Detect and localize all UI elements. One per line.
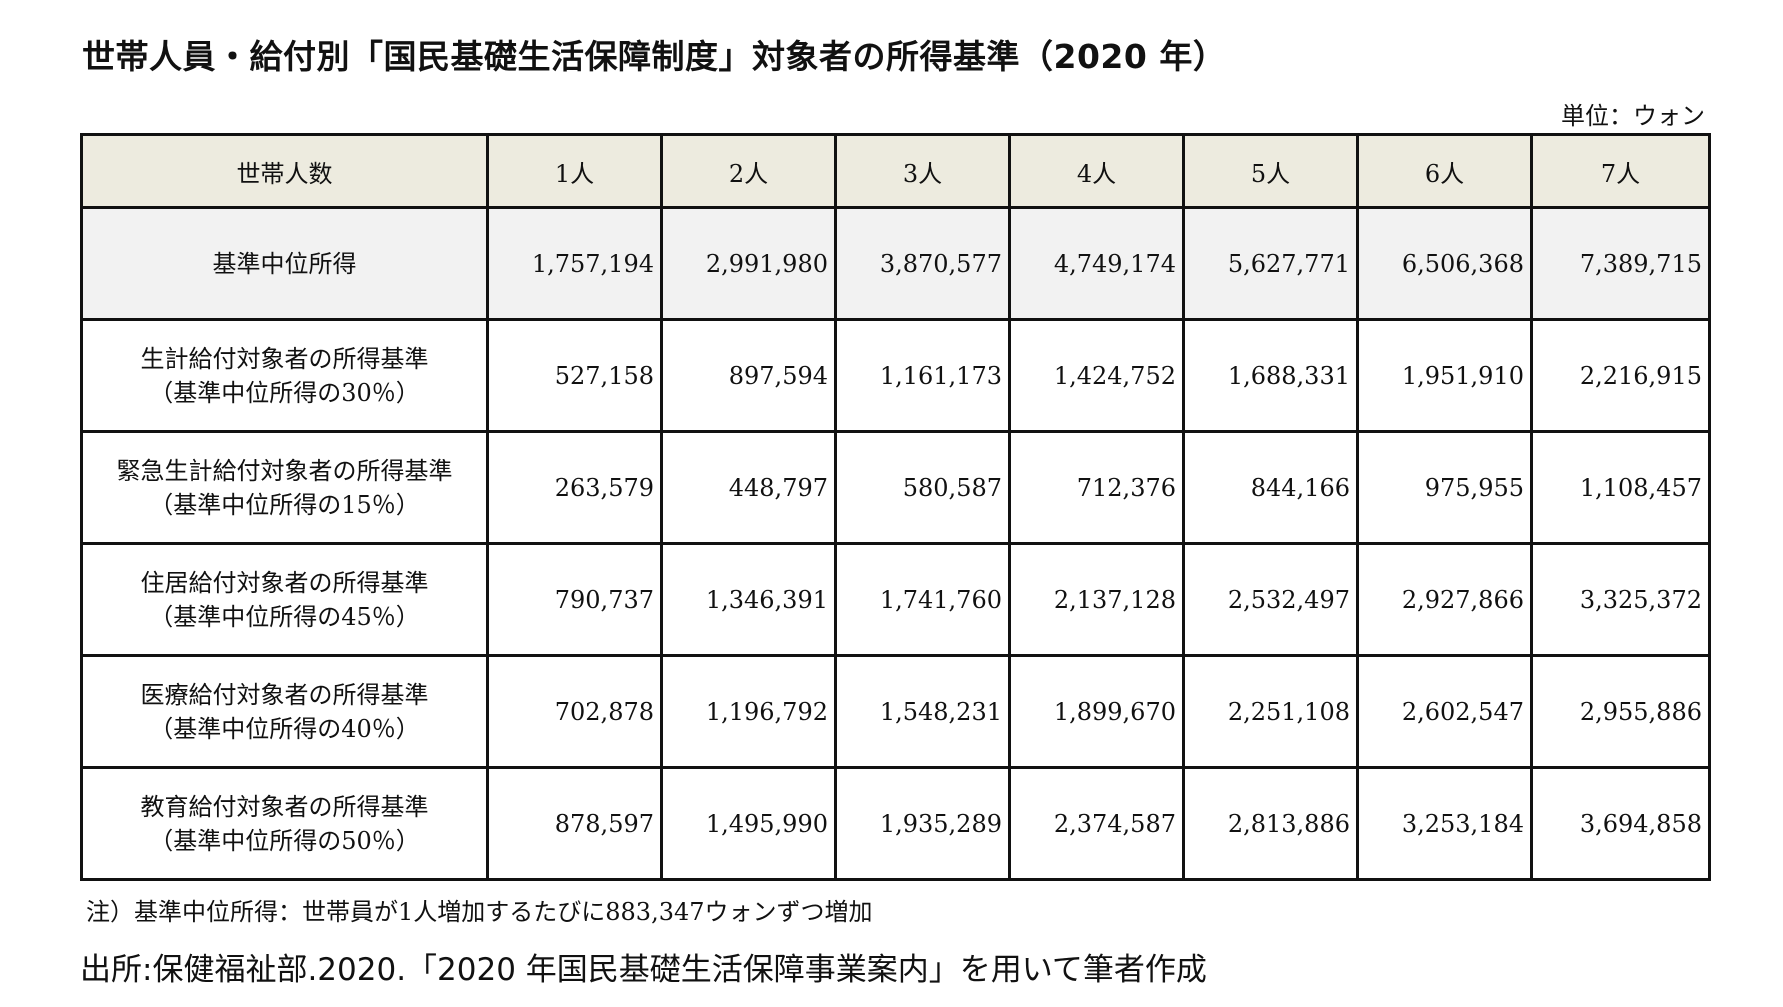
- row-label: 教育給付対象者の所得基準 （基準中位所得の50％）: [80, 766, 489, 881]
- table-cell: 527,158: [486, 318, 663, 433]
- row-label-sub: （基準中位所得の15％）: [149, 490, 420, 519]
- table-cell: 1,688,331: [1182, 318, 1359, 433]
- table-cell: 2,955,886: [1530, 654, 1711, 769]
- table-row-medical: 医療給付対象者の所得基準 （基準中位所得の40％） 702,878 1,196,…: [80, 654, 1711, 769]
- row-label-main: 教育給付対象者の所得基準: [140, 792, 429, 821]
- table-cell: 3,694,858: [1530, 766, 1711, 881]
- table-cell: 3,253,184: [1356, 766, 1533, 881]
- row-label-main: 生計給付対象者の所得基準: [140, 344, 429, 373]
- row-label-main: 医療給付対象者の所得基準: [140, 680, 429, 709]
- table-cell: 7,389,715: [1530, 206, 1711, 321]
- table-cell: 6,506,368: [1356, 206, 1533, 321]
- header-col-1: 1人: [486, 133, 663, 209]
- table-cell: 2,927,866: [1356, 542, 1533, 657]
- table-cell: 263,579: [486, 430, 663, 545]
- table-cell: 2,216,915: [1530, 318, 1711, 433]
- table-row-education: 教育給付対象者の所得基準 （基準中位所得の50％） 878,597 1,495,…: [80, 766, 1711, 881]
- table-cell: 1,951,910: [1356, 318, 1533, 433]
- table-cell: 5,627,771: [1182, 206, 1359, 321]
- header-col-5: 5人: [1182, 133, 1359, 209]
- table-cell: 3,325,372: [1530, 542, 1711, 657]
- table-cell: 712,376: [1008, 430, 1185, 545]
- header-col-4: 4人: [1008, 133, 1185, 209]
- source-citation: 出所:保健福祉部.2020.「2020 年国民基礎生活保障事業案内」を用いて筆者…: [80, 952, 1207, 988]
- row-label: 住居給付対象者の所得基準 （基準中位所得の45％）: [80, 542, 489, 657]
- table-cell: 975,955: [1356, 430, 1533, 545]
- table-cell: 1,108,457: [1530, 430, 1711, 545]
- table-cell: 1,935,289: [834, 766, 1011, 881]
- table-cell: 2,991,980: [660, 206, 837, 321]
- table-cell: 878,597: [486, 766, 663, 881]
- row-label-sub: （基準中位所得の30％）: [149, 378, 420, 407]
- table-cell: 1,161,173: [834, 318, 1011, 433]
- unit-label: 単位：ウォン: [1561, 102, 1705, 130]
- table-cell: 1,548,231: [834, 654, 1011, 769]
- row-label: 医療給付対象者の所得基準 （基準中位所得の40％）: [80, 654, 489, 769]
- table-row-housing: 住居給付対象者の所得基準 （基準中位所得の45％） 790,737 1,346,…: [80, 542, 1711, 657]
- table-cell: 2,813,886: [1182, 766, 1359, 881]
- row-label: 緊急生計給付対象者の所得基準 （基準中位所得の15％）: [80, 430, 489, 545]
- table-cell: 1,346,391: [660, 542, 837, 657]
- header-col-6: 6人: [1356, 133, 1533, 209]
- table-cell: 2,251,108: [1182, 654, 1359, 769]
- table-cell: 1,196,792: [660, 654, 837, 769]
- row-label-sub: （基準中位所得の40％）: [149, 714, 420, 743]
- row-label-sub: （基準中位所得の45％）: [149, 602, 420, 631]
- row-label-main: 住居給付対象者の所得基準: [140, 568, 429, 597]
- table-cell: 1,495,990: [660, 766, 837, 881]
- table-cell: 3,870,577: [834, 206, 1011, 321]
- table-cell: 448,797: [660, 430, 837, 545]
- header-col-2: 2人: [660, 133, 837, 209]
- row-label-sub: （基準中位所得の50％）: [149, 826, 420, 855]
- table-cell: 580,587: [834, 430, 1011, 545]
- table-row-livelihood: 生計給付対象者の所得基準 （基準中位所得の30％） 527,158 897,59…: [80, 318, 1711, 433]
- table-row-emergency-livelihood: 緊急生計給付対象者の所得基準 （基準中位所得の15％） 263,579 448,…: [80, 430, 1711, 545]
- table-cell: 2,532,497: [1182, 542, 1359, 657]
- table-cell: 897,594: [660, 318, 837, 433]
- table-cell: 1,424,752: [1008, 318, 1185, 433]
- document-title: 世帯人員・給付別「国民基礎生活保障制度」対象者の所得基準（2020 年）: [82, 37, 1227, 76]
- row-label: 基準中位所得: [80, 206, 489, 321]
- row-label-main: 緊急生計給付対象者の所得基準: [116, 456, 453, 485]
- table-cell: 1,757,194: [486, 206, 663, 321]
- row-label-main: 基準中位所得: [212, 249, 357, 278]
- row-label: 生計給付対象者の所得基準 （基準中位所得の30％）: [80, 318, 489, 433]
- header-col-3: 3人: [834, 133, 1011, 209]
- table-header-row: 世帯人数 1人 2人 3人 4人 5人 6人 7人: [80, 133, 1711, 209]
- table-cell: 2,602,547: [1356, 654, 1533, 769]
- table-cell: 2,137,128: [1008, 542, 1185, 657]
- table-cell: 790,737: [486, 542, 663, 657]
- header-household-size: 世帯人数: [80, 133, 489, 209]
- header-col-7: 7人: [1530, 133, 1711, 209]
- table-cell: 844,166: [1182, 430, 1359, 545]
- income-standard-table: 世帯人数 1人 2人 3人 4人 5人 6人 7人 基準中位所得 1,757,1…: [80, 133, 1711, 881]
- table-footnote: 注）基準中位所得：世帯員が1人増加するたびに883,347ウォンずつ増加: [86, 898, 873, 926]
- table-cell: 1,741,760: [834, 542, 1011, 657]
- table-cell: 2,374,587: [1008, 766, 1185, 881]
- table-cell: 702,878: [486, 654, 663, 769]
- table-cell: 4,749,174: [1008, 206, 1185, 321]
- table-cell: 1,899,670: [1008, 654, 1185, 769]
- table-row-median-income: 基準中位所得 1,757,194 2,991,980 3,870,577 4,7…: [80, 206, 1711, 321]
